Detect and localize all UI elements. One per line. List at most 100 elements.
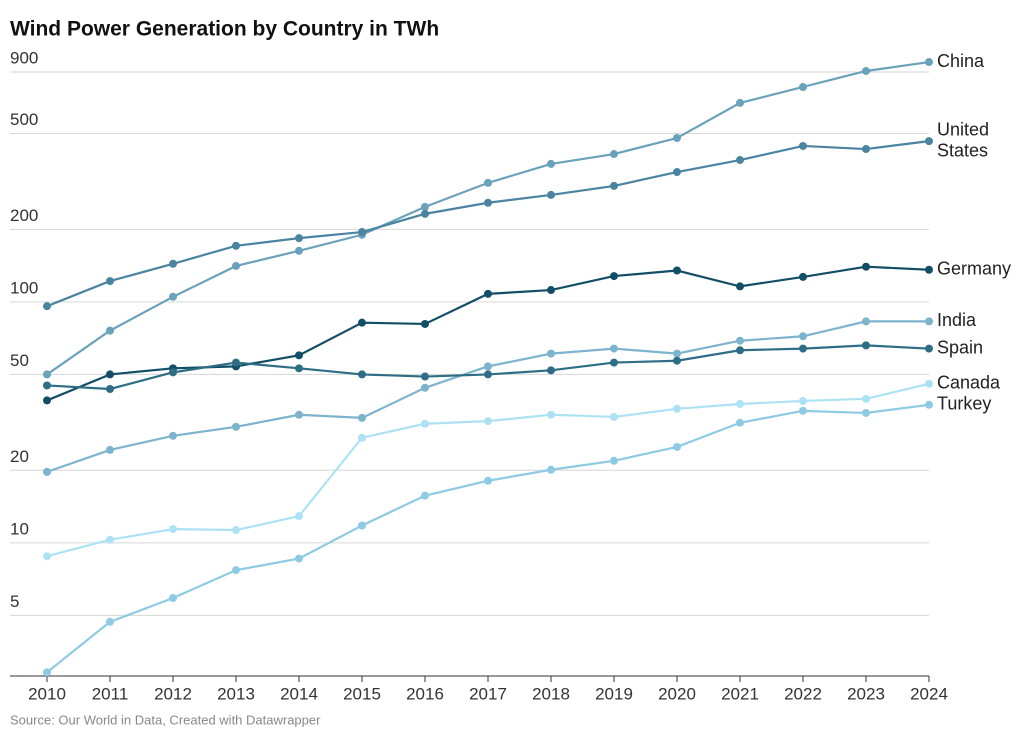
- data-point: [862, 341, 870, 350]
- x-tick-label: 2024: [910, 684, 948, 703]
- data-point: [106, 445, 114, 454]
- series-label: Spain: [937, 337, 983, 357]
- data-point: [232, 358, 240, 367]
- data-point: [925, 58, 933, 67]
- data-point: [421, 419, 429, 428]
- data-point: [925, 265, 933, 274]
- data-point: [169, 594, 177, 603]
- x-tick-label: 2023: [847, 684, 885, 703]
- data-point: [232, 526, 240, 535]
- data-point: [421, 319, 429, 328]
- series-line: [46, 265, 930, 402]
- data-point: [484, 289, 492, 298]
- data-point: [484, 417, 492, 426]
- data-point: [673, 404, 681, 413]
- data-point: [43, 668, 51, 677]
- data-point: [925, 137, 933, 146]
- x-tick-label: 2018: [532, 684, 570, 703]
- data-point: [484, 362, 492, 371]
- data-point: [673, 442, 681, 451]
- data-point: [547, 366, 555, 375]
- data-point: [736, 346, 744, 355]
- data-point: [43, 396, 51, 405]
- data-point: [106, 617, 114, 626]
- data-point: [232, 241, 240, 250]
- data-point: [295, 512, 303, 521]
- x-tick-label: 2010: [28, 684, 66, 703]
- data-point: [421, 209, 429, 218]
- data-point: [295, 234, 303, 243]
- y-tick-label: 900: [10, 49, 38, 68]
- series-line: [46, 140, 930, 308]
- data-point: [169, 525, 177, 534]
- data-point: [799, 82, 807, 91]
- data-point: [547, 465, 555, 474]
- data-point: [169, 431, 177, 440]
- series-line: [46, 403, 930, 674]
- series-line: [46, 320, 929, 473]
- data-point: [673, 266, 681, 275]
- data-point: [43, 302, 51, 311]
- data-point: [295, 364, 303, 373]
- data-point: [232, 566, 240, 575]
- data-point: [925, 400, 933, 409]
- data-point: [484, 476, 492, 485]
- data-point: [862, 394, 870, 403]
- x-tick-label: 2017: [469, 684, 507, 703]
- data-point: [736, 282, 744, 291]
- data-point: [358, 228, 366, 237]
- data-point: [106, 277, 114, 286]
- data-point: [673, 349, 681, 358]
- data-point: [673, 168, 681, 177]
- data-point: [358, 318, 366, 327]
- data-point: [43, 467, 51, 476]
- x-tick-label: 2019: [595, 684, 633, 703]
- data-point: [169, 368, 177, 377]
- data-point: [484, 198, 492, 207]
- data-point: [736, 399, 744, 408]
- series-label: China: [937, 51, 985, 71]
- data-point: [799, 406, 807, 415]
- data-point: [169, 259, 177, 268]
- data-point: [610, 456, 618, 465]
- data-point: [799, 272, 807, 281]
- data-point: [862, 317, 870, 326]
- data-point: [610, 412, 618, 421]
- x-tick-label: 2011: [92, 684, 129, 703]
- data-point: [421, 202, 429, 211]
- x-tick-label: 2020: [658, 684, 696, 703]
- data-point: [421, 383, 429, 392]
- y-tick-label: 10: [10, 519, 29, 538]
- data-point: [610, 181, 618, 190]
- data-point: [547, 286, 555, 295]
- data-point: [232, 422, 240, 431]
- x-tick-label: 2014: [280, 684, 318, 703]
- data-point: [106, 384, 114, 393]
- data-point: [610, 358, 618, 367]
- data-point: [547, 349, 555, 358]
- data-point: [862, 145, 870, 154]
- data-point: [106, 370, 114, 379]
- x-tick-label: 2015: [343, 684, 381, 703]
- y-tick-label: 50: [10, 351, 29, 370]
- data-point: [358, 370, 366, 379]
- data-point: [106, 535, 114, 544]
- data-point: [610, 344, 618, 353]
- data-point: [547, 159, 555, 168]
- data-point: [421, 491, 429, 500]
- data-point: [925, 379, 933, 388]
- data-point: [106, 326, 114, 335]
- data-point: [358, 521, 366, 530]
- data-point: [799, 396, 807, 405]
- data-point: [43, 370, 51, 379]
- data-point: [295, 246, 303, 255]
- y-tick-label: 500: [10, 110, 38, 129]
- data-point: [295, 554, 303, 563]
- series-label: Germany: [937, 258, 1011, 278]
- data-point: [799, 332, 807, 341]
- x-tick-label: 2013: [217, 684, 255, 703]
- data-point: [610, 150, 618, 159]
- data-point: [43, 552, 51, 561]
- data-point: [484, 178, 492, 187]
- data-point: [295, 351, 303, 360]
